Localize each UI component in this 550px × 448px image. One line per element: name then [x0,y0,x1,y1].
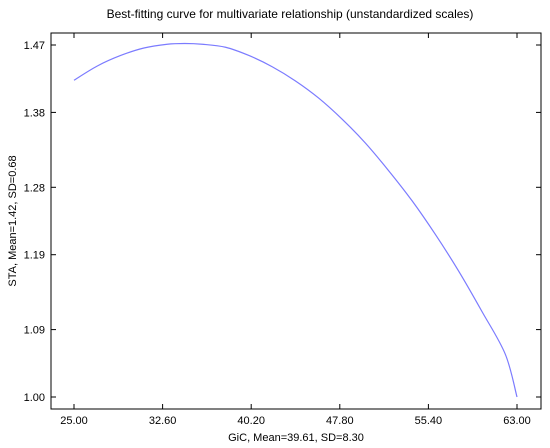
x-tick-label: 55.40 [415,415,443,427]
x-axis-ticks: 25.00 32.60 40.20 47.80 55.40 63.00 [60,33,531,427]
y-tick-label: 1.19 [24,250,45,262]
x-tick-label: 25.00 [60,415,88,427]
x-tick-label: 47.80 [326,415,354,427]
x-tick-label: 40.20 [237,415,265,427]
x-tick-label: 63.00 [503,415,531,427]
y-tick-label: 1.38 [24,107,45,119]
y-tick-label: 1.47 [24,40,45,52]
y-tick-label: 1.00 [24,392,45,404]
plot-frame [50,32,542,410]
chart-title: Best-fitting curve for multivariate rela… [107,7,474,21]
series-line [73,42,518,398]
y-tick-label: 1.09 [24,325,45,337]
x-axis-label: GiC, Mean=39.61, SD=8.30 [228,432,364,444]
y-axis-ticks: 1.00 1.09 1.19 1.28 1.38 1.47 [24,40,541,404]
y-axis-label: STA, Mean=1.42, SD=0.68 [7,155,19,286]
series-layer [73,42,518,398]
y-tick-label: 1.28 [24,182,45,194]
x-tick-label: 32.60 [149,415,177,427]
